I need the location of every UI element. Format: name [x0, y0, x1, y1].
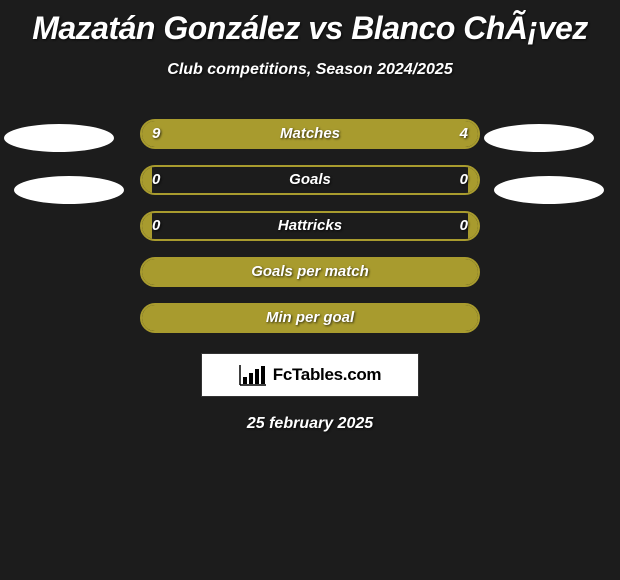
bar-right-value: 4	[460, 121, 468, 147]
bar-row-min-per-goal: Min per goal	[0, 303, 620, 339]
player-ellipse-right-1	[484, 124, 594, 152]
date-label: 25 february 2025	[0, 415, 620, 433]
bar-label: Hattricks	[142, 213, 478, 239]
bar-right-value: 0	[460, 167, 468, 193]
bar-chart-icon	[239, 364, 267, 386]
player-ellipse-left-1	[4, 124, 114, 152]
bar-right-value: 0	[460, 213, 468, 239]
bar-label: Goals per match	[142, 259, 478, 285]
player-ellipse-right-2	[494, 176, 604, 204]
bar-label: Matches	[142, 121, 478, 147]
bar-label: Goals	[142, 167, 478, 193]
bar-label: Min per goal	[142, 305, 478, 331]
bar-track: 0 Goals 0	[140, 165, 480, 195]
logo-text: FcTables.com	[273, 365, 382, 385]
bar-track: Goals per match	[140, 257, 480, 287]
comparison-bars: 9 Matches 4 0 Goals 0 0 Hattricks 0 Goal…	[0, 119, 620, 339]
bar-track: Min per goal	[140, 303, 480, 333]
page-subtitle: Club competitions, Season 2024/2025	[0, 61, 620, 79]
player-ellipse-left-2	[14, 176, 124, 204]
page-title: Mazatán González vs Blanco ChÃ¡vez	[0, 0, 620, 47]
bar-row-hattricks: 0 Hattricks 0	[0, 211, 620, 247]
bar-track: 9 Matches 4	[140, 119, 480, 149]
fctables-logo: FcTables.com	[201, 353, 419, 397]
bar-track: 0 Hattricks 0	[140, 211, 480, 241]
bar-row-goals-per-match: Goals per match	[0, 257, 620, 293]
